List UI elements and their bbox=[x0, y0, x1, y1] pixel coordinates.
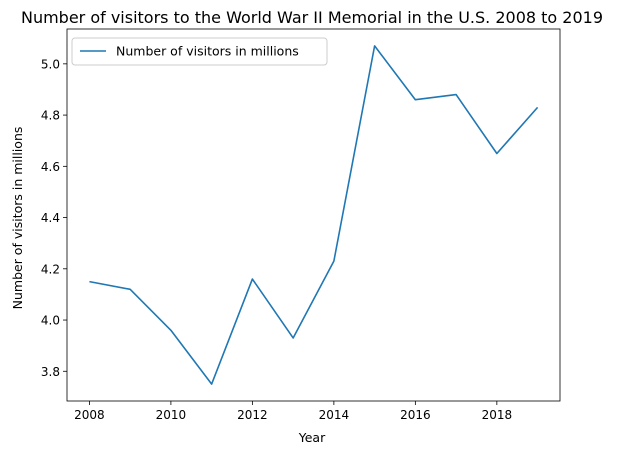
y-tick-label: 4.6 bbox=[41, 160, 60, 174]
x-tick-label: 2014 bbox=[319, 408, 350, 422]
series-layer bbox=[89, 45, 539, 385]
x-axis-label: Year bbox=[298, 430, 326, 445]
y-axis-label: Number of visitors in millions bbox=[10, 127, 25, 310]
x-tick-label: 2010 bbox=[156, 408, 187, 422]
legend: Number of visitors in millions bbox=[71, 37, 328, 66]
y-tick-label: 3.8 bbox=[41, 365, 60, 379]
legend-entry: Number of visitors in millions bbox=[116, 44, 299, 59]
y-tick-label: 5.0 bbox=[41, 57, 60, 71]
plot-area: 2008 2010 2012 2014 2016 2018 3.8 4.0 4.2 4.4 4.6… bbox=[41, 28, 561, 422]
y-tick-label: 4.0 bbox=[41, 314, 60, 328]
x-tick-label: 2018 bbox=[482, 408, 513, 422]
plot-frame bbox=[66, 28, 561, 402]
y-tick-label: 4.8 bbox=[41, 109, 60, 123]
chart-title: Number of visitors to the World War II M… bbox=[21, 8, 603, 27]
legend-box bbox=[71, 37, 328, 66]
x-tick-label: 2012 bbox=[237, 408, 268, 422]
x-tick-label: 2008 bbox=[74, 408, 105, 422]
y-tick-label: 4.2 bbox=[41, 262, 60, 276]
x-tick-label: 2016 bbox=[400, 408, 431, 422]
series-line bbox=[89, 45, 539, 385]
x-axis: 2008 2010 2012 2014 2016 2018 bbox=[74, 401, 512, 422]
y-tick-label: 4.4 bbox=[41, 211, 60, 225]
y-axis: 3.8 4.0 4.2 4.4 4.6 4.8 5.0 bbox=[41, 57, 67, 379]
